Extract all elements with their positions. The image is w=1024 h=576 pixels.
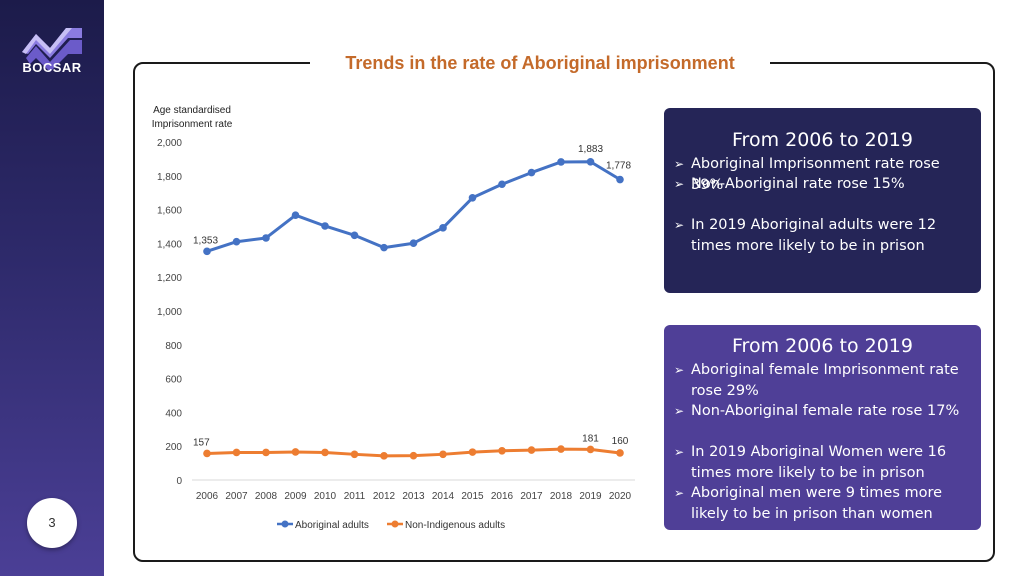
bullet-arrow-icon: ➢	[674, 363, 685, 377]
y-tick-label: 1,200	[157, 273, 182, 284]
data-point	[291, 211, 300, 219]
box1-bullet: ➢ Aboriginal Imprisonment rate rose 39%	[674, 156, 940, 193]
x-tick-label: 2019	[579, 491, 602, 502]
bullet-arrow-icon: ➢	[674, 177, 685, 191]
bullet-arrow-icon: ➢	[674, 157, 685, 171]
data-point	[291, 448, 300, 456]
y-axis-label: Age standardised	[153, 105, 231, 116]
data-point	[350, 450, 359, 459]
data-label: 1,353	[193, 235, 218, 246]
x-tick-label: 2006	[196, 491, 219, 502]
data-point	[321, 448, 329, 457]
box2-bullet: ➢ In 2019 Aboriginal Women were 16 times…	[674, 444, 947, 481]
box1-title: From 2006 to 2019	[732, 129, 913, 151]
box1-bullet: ➢ In 2019 Aboriginal adults were 12 time…	[674, 217, 937, 254]
data-point	[468, 193, 477, 202]
x-tick-label: 2007	[225, 491, 248, 502]
y-tick-label: 2,000	[157, 138, 182, 149]
data-point	[439, 224, 447, 232]
x-tick-label: 2009	[284, 491, 307, 502]
data-point	[203, 449, 211, 458]
data-point	[232, 448, 241, 457]
y-tick-label: 800	[165, 341, 182, 352]
data-point	[203, 247, 211, 256]
data-label: 157	[193, 437, 210, 448]
legend-marker	[281, 520, 289, 528]
x-tick-label: 2012	[373, 491, 396, 502]
y-tick-label: 1,800	[157, 172, 182, 183]
bocsar-logo-icon	[22, 28, 82, 72]
data-point	[439, 450, 447, 459]
y-tick-label: 600	[165, 375, 182, 386]
data-point	[409, 239, 418, 248]
box2-title: From 2006 to 2019	[732, 335, 913, 357]
y-tick-label: 400	[165, 408, 182, 419]
y-tick-label: 1,400	[157, 239, 182, 250]
logo-text: BOCSAR	[22, 60, 82, 75]
data-point	[527, 168, 536, 177]
data-point	[586, 157, 595, 166]
box2-bullet: ➢ Non-Aboriginal female rate rose 17%	[674, 401, 970, 422]
box2-bullet: ➢ Aboriginal female Imprisonment rate ro…	[674, 362, 959, 399]
sidebar: BOCSAR 3	[0, 0, 104, 576]
x-tick-label: 2013	[402, 491, 425, 502]
y-tick-label: 0	[176, 476, 182, 487]
bullet-arrow-icon: ➢	[674, 218, 685, 232]
data-point	[586, 445, 595, 454]
data-label: 1,883	[578, 144, 603, 155]
data-point	[350, 231, 359, 240]
page-number: 3	[27, 498, 77, 548]
x-tick-label: 2008	[255, 491, 278, 502]
data-point	[557, 158, 565, 166]
data-point	[616, 175, 624, 184]
data-point	[262, 234, 270, 242]
summary-box-overall: From 2006 to 2019 ➢ Aboriginal Imprisonm…	[664, 108, 981, 293]
x-tick-label: 2014	[432, 491, 455, 502]
x-tick-label: 2020	[609, 491, 632, 502]
x-tick-label: 2018	[550, 491, 573, 502]
y-axis-label: Imprisonment rate	[152, 119, 233, 130]
box2-bullet: ➢ Aboriginal men were 9 times more likel…	[674, 485, 943, 522]
line-chart: Age standardised Imprisonment rate 0 200 400…	[152, 105, 635, 531]
x-tick-label: 2010	[314, 491, 337, 502]
summary-box-women: From 2006 to 2019 ➢ Aboriginal female Im…	[664, 325, 981, 530]
data-point	[409, 451, 418, 460]
data-label: 181	[582, 433, 599, 444]
x-tick-label: 2017	[520, 491, 543, 502]
data-point	[262, 448, 270, 457]
data-point	[380, 452, 388, 460]
bullet-arrow-icon: ➢	[674, 486, 685, 500]
data-point	[232, 237, 241, 246]
legend-marker	[391, 520, 399, 528]
y-tick-label: 1,000	[157, 307, 182, 318]
bullet-arrow-icon: ➢	[674, 404, 685, 418]
legend-label: Aboriginal adults	[295, 520, 369, 531]
x-tick-label: 2016	[491, 491, 514, 502]
page-title: Trends in the rate of Aboriginal impriso…	[310, 52, 770, 74]
data-point	[616, 449, 624, 457]
data-point	[498, 446, 506, 455]
y-tick-label: 1,600	[157, 206, 182, 217]
data-label: 160	[612, 436, 629, 447]
bullet-arrow-icon: ➢	[674, 445, 685, 459]
data-point	[380, 243, 388, 252]
x-tick-label: 2011	[344, 491, 366, 502]
data-point	[468, 448, 477, 456]
data-point	[321, 222, 329, 230]
y-tick-label: 200	[165, 442, 182, 453]
data-point	[498, 180, 506, 189]
data-label: 1,778	[606, 161, 631, 172]
legend-label: Non-Indigenous adults	[405, 520, 505, 531]
data-point	[557, 445, 565, 453]
data-point	[527, 446, 536, 454]
box1-bullet: ➢ Non-Aboriginal rate rose 15%	[674, 174, 970, 195]
x-tick-label: 2015	[461, 491, 484, 502]
